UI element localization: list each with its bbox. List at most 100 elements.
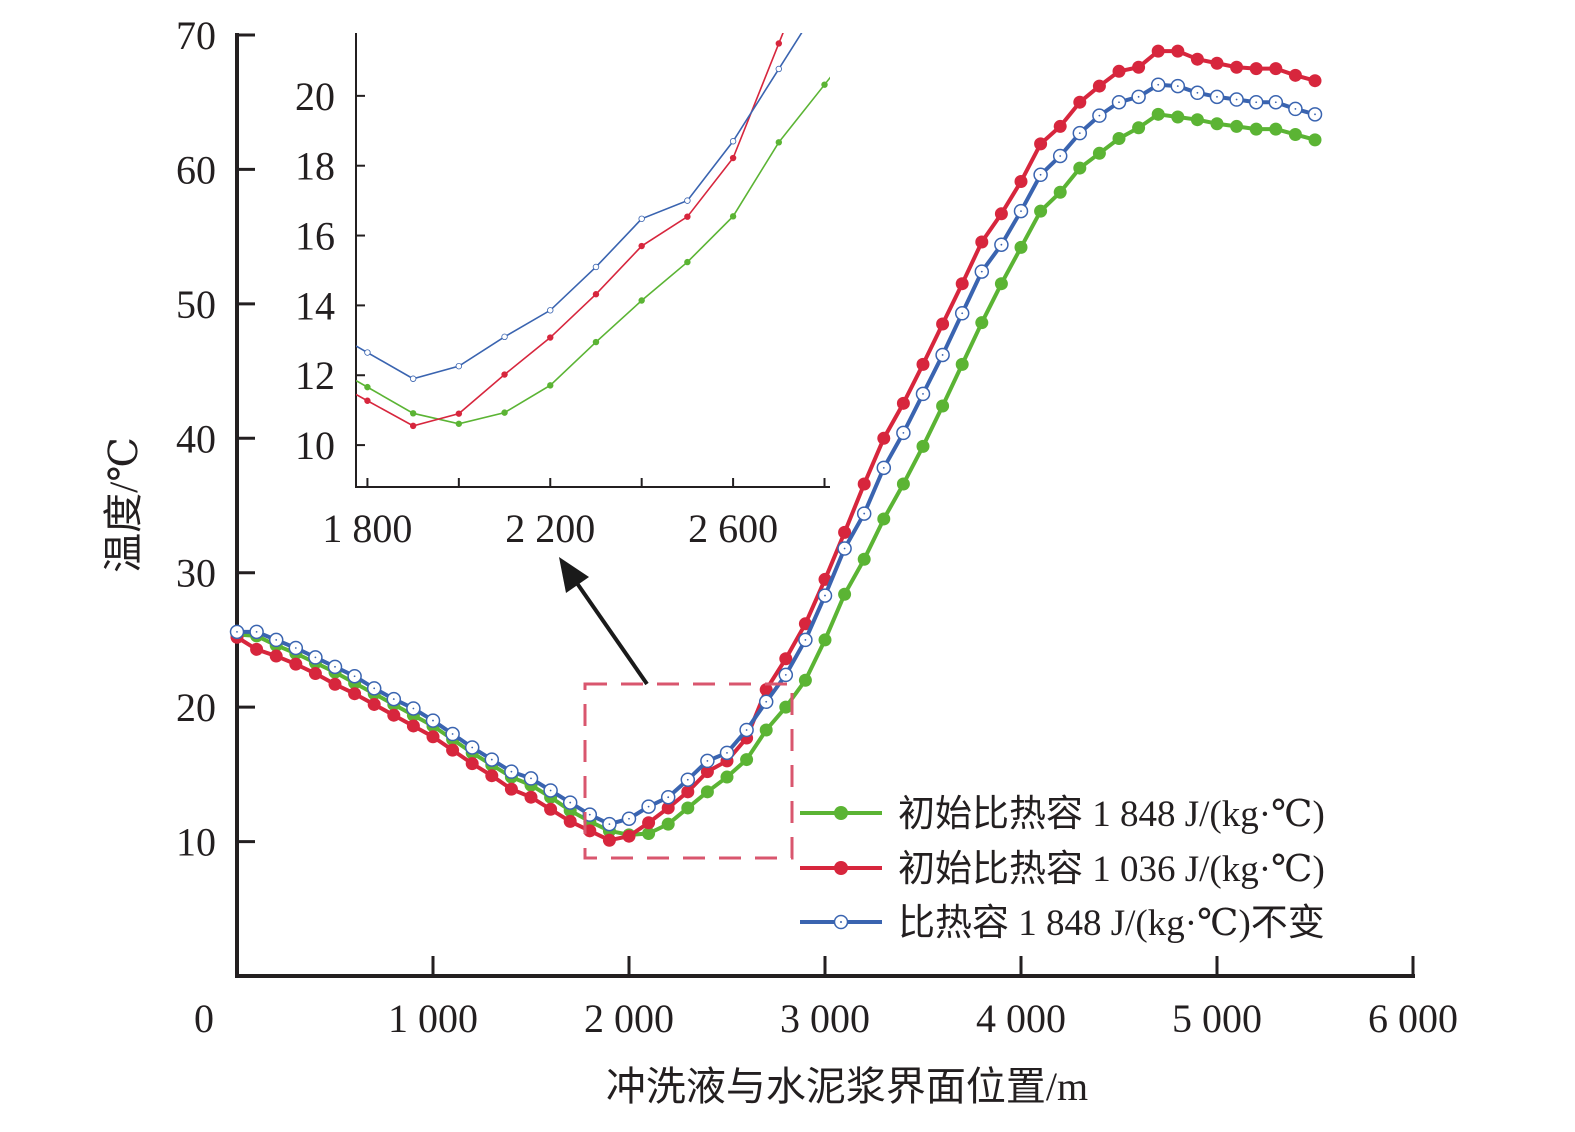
data-point [1092, 79, 1106, 93]
data-point [1053, 119, 1067, 133]
data-point-center [784, 673, 787, 676]
data-point [936, 317, 950, 331]
data-point-center [490, 758, 493, 761]
data-point [1249, 62, 1263, 76]
inset-data-point [729, 154, 737, 162]
data-point [896, 477, 910, 491]
data-point [1014, 175, 1028, 189]
legend-marker [834, 861, 848, 875]
data-point [328, 677, 342, 691]
data-point [544, 802, 558, 816]
data-point-center [1098, 114, 1101, 117]
y-tick-label: 70 [176, 13, 216, 58]
data-point [250, 642, 264, 656]
data-point [1288, 127, 1302, 141]
data-point [857, 477, 871, 491]
data-point [269, 649, 283, 663]
data-point-center [628, 817, 630, 820]
inset-data-point [547, 382, 554, 389]
data-point [1269, 62, 1283, 76]
data-point [1151, 107, 1165, 121]
main-axes: 10 20 30 40 50 60 70 0 1 000 2 000 3 000 4 000 5 00… [176, 13, 1458, 1041]
data-point [1171, 44, 1185, 58]
data-point-center [667, 796, 670, 799]
data-point-center [941, 354, 944, 356]
inset-data-point [501, 333, 508, 341]
legend-item: 比热容 1 848 J/(kg·℃)不变 [800, 902, 1325, 944]
data-point [1092, 146, 1106, 160]
data-point [1014, 240, 1028, 254]
y-tick-label: 50 [176, 282, 216, 327]
inset-data-point [364, 349, 371, 356]
data-point-center [255, 630, 258, 633]
highlight-box [583, 682, 794, 860]
data-point [1132, 121, 1146, 135]
data-point-center [451, 733, 454, 735]
data-point [896, 396, 910, 410]
y-tick-label: 30 [176, 551, 216, 596]
inset-data-point [547, 334, 554, 341]
x-ticks: 0 1 000 2 000 3 000 4 000 5 000 6 000 [194, 956, 1458, 1041]
data-point-center [961, 312, 964, 315]
inset-y-tick-label: 16 [295, 214, 335, 259]
data-point [1288, 68, 1302, 82]
data-point [308, 667, 322, 681]
data-point-center [549, 789, 552, 792]
inset-x-tick-label: 1 800 [322, 506, 412, 551]
data-point [661, 817, 675, 831]
data-point [994, 207, 1008, 221]
data-point [916, 357, 930, 371]
data-point [759, 683, 773, 697]
series-2 [230, 44, 1322, 847]
inset-data-point [684, 213, 691, 220]
data-point-center [843, 547, 846, 550]
data-point-center [275, 639, 278, 641]
data-point [583, 824, 597, 838]
data-point [1269, 122, 1283, 136]
y-tick-label: 40 [176, 416, 216, 461]
data-point [936, 399, 950, 413]
data-point-center [334, 665, 336, 668]
data-point-center [706, 760, 709, 762]
data-point-center [471, 746, 474, 749]
inset-data-point [775, 65, 783, 73]
data-point-center [1176, 85, 1179, 87]
data-point [1190, 52, 1204, 66]
data-point-center [432, 719, 434, 722]
data-point [602, 833, 616, 847]
series-3 [229, 77, 1323, 832]
data-point-center [412, 707, 415, 710]
inset-y-tick-label: 12 [295, 353, 335, 398]
data-point [838, 525, 852, 539]
data-point [798, 617, 812, 631]
legend-label: 初始比热容 1 848 J/(kg·℃) [898, 793, 1325, 835]
data-point [1249, 122, 1263, 136]
x-tick-label: 2 000 [584, 996, 674, 1041]
inset-data-point [684, 258, 691, 266]
data-point [1073, 161, 1087, 175]
data-point [838, 587, 852, 601]
inset-y-tick-label: 18 [295, 144, 335, 189]
data-point-center [726, 751, 728, 754]
data-point [798, 673, 812, 687]
y-tick-label: 60 [176, 147, 216, 192]
inset-series-3 [356, 33, 803, 382]
y-tick-label: 10 [176, 820, 216, 865]
data-point-center [353, 675, 356, 678]
data-point [524, 790, 538, 804]
inset-data-point [592, 338, 600, 346]
data-point [877, 431, 891, 445]
x-tick-label: 5 000 [1172, 996, 1262, 1041]
data-point-center [882, 466, 885, 469]
inset-data-point [455, 362, 463, 370]
legend-item: 初始比热容 1 848 J/(kg·℃) [800, 793, 1325, 835]
data-point [681, 785, 695, 799]
data-point-center [1118, 101, 1120, 104]
inset-x-ticks: 1 800 2 200 2 600 [322, 478, 826, 551]
data-point-center [1137, 95, 1140, 98]
data-point [348, 687, 362, 701]
data-point-center [1000, 243, 1003, 246]
y-ticks: 10 20 30 40 50 60 70 [176, 13, 255, 865]
y-axis-title: 温度/℃ [101, 437, 146, 573]
inset-series-line [356, 33, 803, 380]
